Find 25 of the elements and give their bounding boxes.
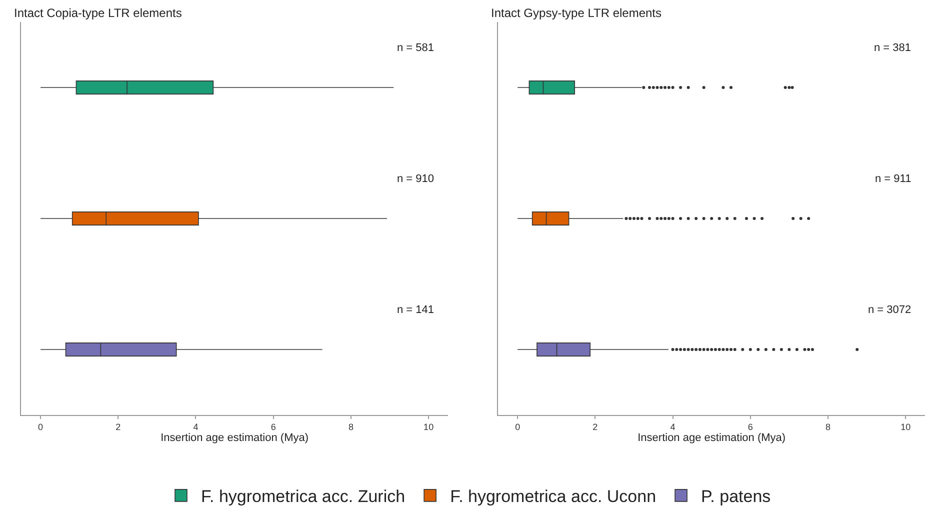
legend-label: F. hygrometrica acc. Uconn [450,487,656,506]
x-tick-label: 4 [670,422,676,432]
chart-title: Intact Copia-type LTR elements [14,6,182,20]
x-tick-label: 10 [424,422,434,432]
x-tick-label: 0 [38,422,44,432]
chart-title: Intact Gypsy-type LTR elements [491,6,662,20]
annotation: n = 141 [397,304,434,316]
x-tick-label: 4 [193,422,198,432]
annotation: n = 581 [397,42,434,54]
x-tick-label: 0 [515,422,520,432]
x-axis-title: Insertion age estimation (Mya) [160,432,309,444]
annotation: n = 381 [874,42,912,54]
x-axis-title: Insertion age estimation (Mya) [638,432,786,444]
legend-label: F. hygrometrica acc. Zurich [201,487,406,506]
x-tick-label: 8 [825,422,830,432]
annotation: n = 3072 [868,304,912,316]
x-tick-label: 6 [748,422,753,432]
annotation: n = 911 [875,173,912,185]
x-tick-label: 2 [592,422,598,432]
annotation: n = 910 [397,173,434,185]
legend-label: P. patens [701,487,771,506]
x-tick-label: 2 [116,422,121,432]
x-tick-label: 8 [348,422,354,432]
x-tick-label: 10 [900,422,911,432]
x-tick-label: 6 [270,422,276,432]
